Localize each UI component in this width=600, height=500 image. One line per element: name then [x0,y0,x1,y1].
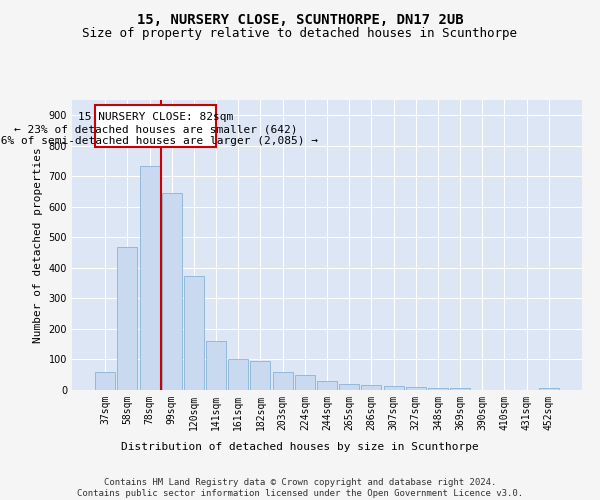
Text: ← 23% of detached houses are smaller (642): ← 23% of detached houses are smaller (64… [14,124,298,134]
Bar [428,388,448,390]
Bar [272,372,293,390]
Bar [95,372,115,390]
Text: Size of property relative to detached houses in Scunthorpe: Size of property relative to detached ho… [83,28,517,40]
Bar [184,276,204,390]
Text: 76% of semi-detached houses are larger (2,085) →: 76% of semi-detached houses are larger (… [0,136,317,146]
Bar [162,193,182,390]
Bar [361,386,382,390]
Bar [206,341,226,390]
Bar [383,386,404,390]
Bar [539,388,559,390]
Text: 15, NURSERY CLOSE, SCUNTHORPE, DN17 2UB: 15, NURSERY CLOSE, SCUNTHORPE, DN17 2UB [137,12,463,26]
Bar [406,387,426,390]
Bar [317,381,337,390]
Bar [295,374,315,390]
Text: 15 NURSERY CLOSE: 82sqm: 15 NURSERY CLOSE: 82sqm [78,112,233,122]
Text: Contains HM Land Registry data © Crown copyright and database right 2024.
Contai: Contains HM Land Registry data © Crown c… [77,478,523,498]
Text: Distribution of detached houses by size in Scunthorpe: Distribution of detached houses by size … [121,442,479,452]
Bar [339,384,359,390]
Bar [450,388,470,390]
Bar [250,361,271,390]
Bar [140,166,160,390]
Y-axis label: Number of detached properties: Number of detached properties [33,147,43,343]
Bar [118,246,137,390]
FancyBboxPatch shape [95,104,216,148]
Bar [228,360,248,390]
